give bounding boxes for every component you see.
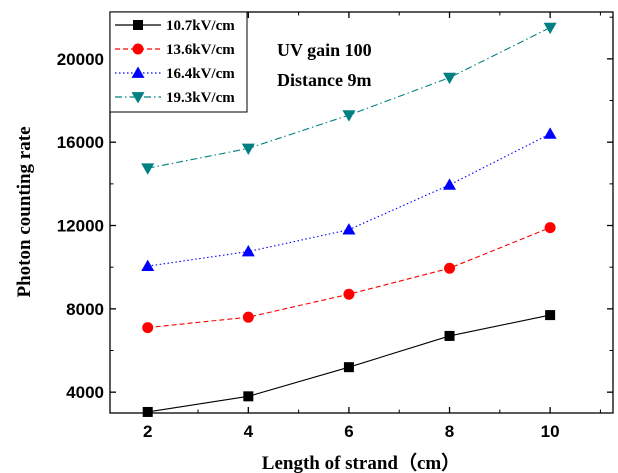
data-point xyxy=(142,322,153,333)
annotation-uv-gain: UV gain 100 xyxy=(277,40,372,60)
data-point xyxy=(443,73,456,84)
annotation-distance: Distance 9m xyxy=(277,70,371,90)
series-line-2 xyxy=(148,228,550,328)
legend-label: 10.7kV/cm xyxy=(166,18,235,34)
data-point xyxy=(242,245,255,256)
data-point xyxy=(243,312,254,323)
data-point xyxy=(545,310,555,320)
x-tick-label: 8 xyxy=(445,422,454,441)
legend-label: 16.4kV/cm xyxy=(166,66,235,82)
x-tick-label: 10 xyxy=(541,422,560,441)
data-point xyxy=(243,391,253,401)
data-point xyxy=(545,222,556,233)
data-point xyxy=(444,263,455,274)
data-point xyxy=(342,110,355,121)
y-tick-labels: 4000 8000 12000 16000 20000 xyxy=(57,50,104,402)
data-point xyxy=(141,163,154,174)
data-point xyxy=(445,331,455,341)
y-tick-label: 4000 xyxy=(66,383,104,402)
y-axis-title: Photon counting rate xyxy=(14,127,35,298)
y-tick-label: 20000 xyxy=(57,50,104,69)
data-point xyxy=(544,23,557,34)
y-tick-label: 8000 xyxy=(66,300,104,319)
x-tick-label: 2 xyxy=(143,422,152,441)
legend-marker xyxy=(133,20,143,30)
legend-label: 13.6kV/cm xyxy=(166,42,235,58)
x-axis-title: Length of strand（cm） xyxy=(262,451,460,473)
legend-marker xyxy=(133,44,144,55)
data-point xyxy=(342,223,355,234)
x-tick-labels: 2 4 6 8 10 xyxy=(143,422,560,441)
data-point xyxy=(143,407,153,417)
data-point xyxy=(343,289,354,300)
legend-label: 19.3kV/cm xyxy=(166,90,235,106)
y-tick-label: 16000 xyxy=(57,133,104,152)
x-tick-label: 4 xyxy=(244,422,254,441)
data-point xyxy=(443,178,456,189)
data-point xyxy=(344,362,354,372)
legend: 10.7kV/cm 13.6kV/cm 16.4kV/cm 19.3kV/cm xyxy=(110,12,247,112)
y-tick-label: 12000 xyxy=(57,217,104,236)
data-point xyxy=(544,127,557,138)
x-tick-label: 6 xyxy=(344,422,353,441)
series-line-3 xyxy=(148,134,550,266)
